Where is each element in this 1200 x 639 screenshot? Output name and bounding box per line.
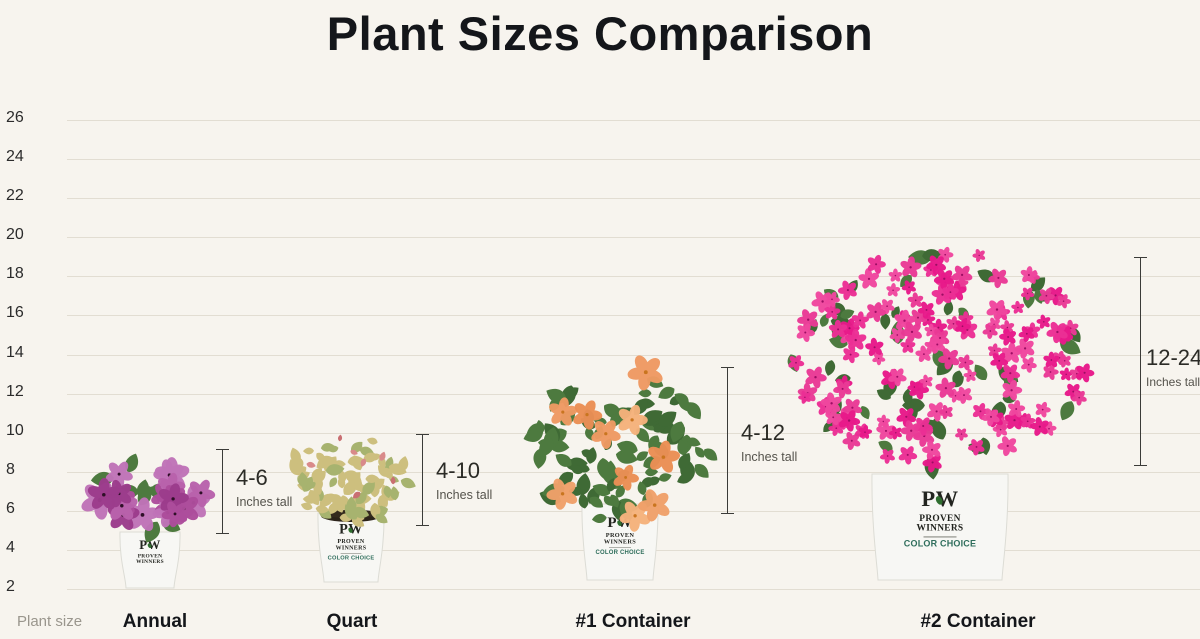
svg-text:PROVEN: PROVEN xyxy=(337,539,364,545)
svg-text:WINNERS: WINNERS xyxy=(604,538,636,545)
svg-text:COLOR CHOICE: COLOR CHOICE xyxy=(328,555,375,561)
svg-text:WINNERS: WINNERS xyxy=(336,546,367,552)
svg-text:PROVEN: PROVEN xyxy=(919,514,960,524)
svg-text:COLOR CHOICE: COLOR CHOICE xyxy=(904,538,976,548)
svg-text:COLOR CHOICE: COLOR CHOICE xyxy=(595,550,644,556)
svg-text:WINNERS: WINNERS xyxy=(917,524,964,534)
svg-text:WINNERS: WINNERS xyxy=(136,559,164,565)
